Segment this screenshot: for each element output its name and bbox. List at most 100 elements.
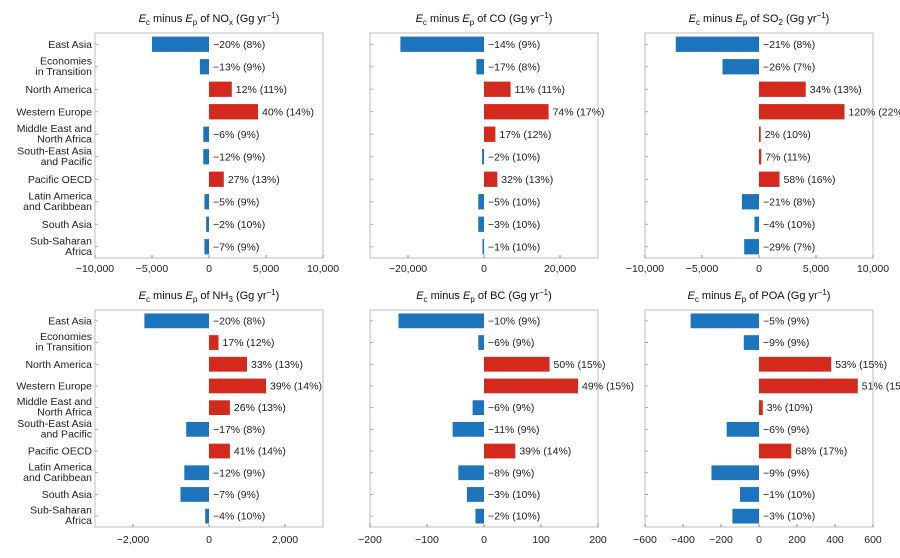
category-label-line: Sub-Saharan bbox=[30, 505, 92, 517]
category-label-line: Economies bbox=[40, 331, 92, 343]
x-tick-label: −100 bbox=[415, 534, 439, 546]
bar bbox=[209, 356, 247, 372]
x-tick-label: 0 bbox=[756, 263, 762, 275]
bar bbox=[144, 313, 209, 329]
x-tick-label: 2,000 bbox=[272, 534, 298, 546]
title-part: c bbox=[146, 18, 150, 27]
title-part: c bbox=[146, 295, 150, 304]
data-label: 51% (15%) bbox=[862, 380, 900, 392]
bar bbox=[675, 36, 759, 52]
data-label: 7% (11%) bbox=[765, 151, 810, 163]
title-part: −1 bbox=[539, 288, 549, 297]
bar bbox=[732, 508, 759, 524]
data-label: −1% (10%) bbox=[488, 241, 540, 253]
category-label-line: and Caribbean bbox=[23, 472, 92, 484]
x-tick-label: 10,000 bbox=[857, 263, 889, 275]
bar bbox=[759, 378, 858, 394]
data-label: −12% (9%) bbox=[213, 151, 265, 163]
title-part: ) bbox=[826, 13, 830, 25]
bar bbox=[476, 59, 484, 75]
data-label: −21% (8%) bbox=[763, 39, 815, 51]
title-part: ) bbox=[276, 13, 280, 25]
data-label: −5% (9%) bbox=[763, 315, 809, 327]
data-label: −7% (9%) bbox=[213, 489, 259, 501]
title-part: minus bbox=[150, 290, 185, 302]
category-label: South Asia bbox=[42, 219, 92, 231]
data-label: −4% (10%) bbox=[213, 511, 265, 523]
category-label: Western Europe bbox=[16, 106, 92, 118]
bar bbox=[478, 216, 484, 232]
bar bbox=[398, 313, 484, 329]
x-tick-label: −10,000 bbox=[626, 263, 664, 275]
title-part: of BC bbox=[475, 290, 506, 302]
data-label: −9% (9%) bbox=[763, 467, 809, 479]
title-part: E bbox=[185, 13, 193, 25]
title-part: x bbox=[229, 18, 233, 27]
data-label: −12% (9%) bbox=[213, 467, 265, 479]
data-label: −4% (10%) bbox=[763, 219, 815, 231]
title-part: E bbox=[416, 13, 424, 25]
bar bbox=[204, 239, 209, 255]
data-label: 12% (11%) bbox=[236, 84, 287, 96]
bar bbox=[180, 487, 209, 502]
bar bbox=[184, 465, 209, 481]
x-tick-label: −400 bbox=[671, 534, 695, 546]
bar bbox=[209, 443, 230, 459]
title-part: ) bbox=[827, 290, 831, 302]
category-label: East Asia bbox=[48, 39, 92, 51]
x-tick-label: −200 bbox=[358, 534, 382, 546]
bar bbox=[152, 36, 209, 52]
title-part: p bbox=[742, 295, 747, 304]
category-label-line: and Pacific bbox=[41, 428, 92, 440]
x-tick-label: −200 bbox=[709, 534, 733, 546]
bar bbox=[741, 194, 759, 210]
panel-title: Ec minus Ep of CO (Gg yr−1) bbox=[416, 11, 553, 27]
bar bbox=[204, 194, 209, 210]
data-label: −10% (9%) bbox=[488, 315, 540, 327]
category-label-line: in Transition bbox=[35, 342, 92, 354]
data-label: −13% (9%) bbox=[213, 61, 265, 73]
category-label-line: Middle East and bbox=[17, 123, 92, 135]
bar bbox=[186, 421, 209, 437]
bar bbox=[475, 508, 484, 524]
data-label: −11% (9%) bbox=[488, 424, 539, 436]
title-part: −1 bbox=[267, 11, 277, 20]
data-label: 58% (16%) bbox=[784, 174, 836, 186]
data-label: −29% (7%) bbox=[763, 241, 815, 253]
category-label-line: Sub-Saharan bbox=[30, 235, 92, 247]
bar bbox=[690, 313, 759, 329]
title-part: p bbox=[193, 18, 198, 27]
bar bbox=[759, 171, 780, 187]
title-part: (Gg yr bbox=[784, 290, 818, 302]
category-label-line: Middle East and bbox=[17, 396, 92, 408]
data-label: −2% (10%) bbox=[213, 219, 265, 231]
bar bbox=[206, 216, 209, 232]
title-part: (Gg yr bbox=[783, 13, 817, 25]
bar bbox=[209, 81, 232, 97]
title-part: E bbox=[139, 290, 147, 302]
data-label: −6% (9%) bbox=[763, 424, 809, 436]
data-label: −2% (10%) bbox=[488, 511, 540, 523]
x-tick-label: 0 bbox=[206, 534, 212, 546]
category-label: South-East Asia and Pacific bbox=[17, 145, 92, 168]
category-label: North America bbox=[25, 359, 92, 371]
data-label: 17% (12%) bbox=[223, 337, 275, 349]
bar bbox=[199, 59, 209, 75]
title-part: p bbox=[193, 295, 198, 304]
x-tick-label: −20,000 bbox=[389, 263, 427, 275]
x-tick-label: −600 bbox=[633, 534, 657, 546]
bar bbox=[209, 171, 224, 187]
title-part: E bbox=[734, 290, 742, 302]
category-label: Pacific OECD bbox=[28, 446, 93, 458]
data-label: −5% (9%) bbox=[213, 196, 259, 208]
title-part: p bbox=[470, 18, 475, 27]
title-part: of CO bbox=[474, 13, 506, 25]
title-part: E bbox=[735, 13, 743, 25]
panel-6: Ec minus Ep of POA (Gg yr−1) −5% (9%) −9% … bbox=[633, 288, 900, 546]
title-part: of NO bbox=[197, 13, 229, 25]
panel-2: Ec minus Ep of CO (Gg yr−1) −14% (9%) −17%… bbox=[369, 11, 605, 275]
category-label-line: Africa bbox=[65, 515, 92, 527]
category-label: Middle East and North Africa bbox=[17, 123, 92, 146]
bar bbox=[744, 239, 759, 255]
category-label-line: and Caribbean bbox=[23, 201, 92, 213]
